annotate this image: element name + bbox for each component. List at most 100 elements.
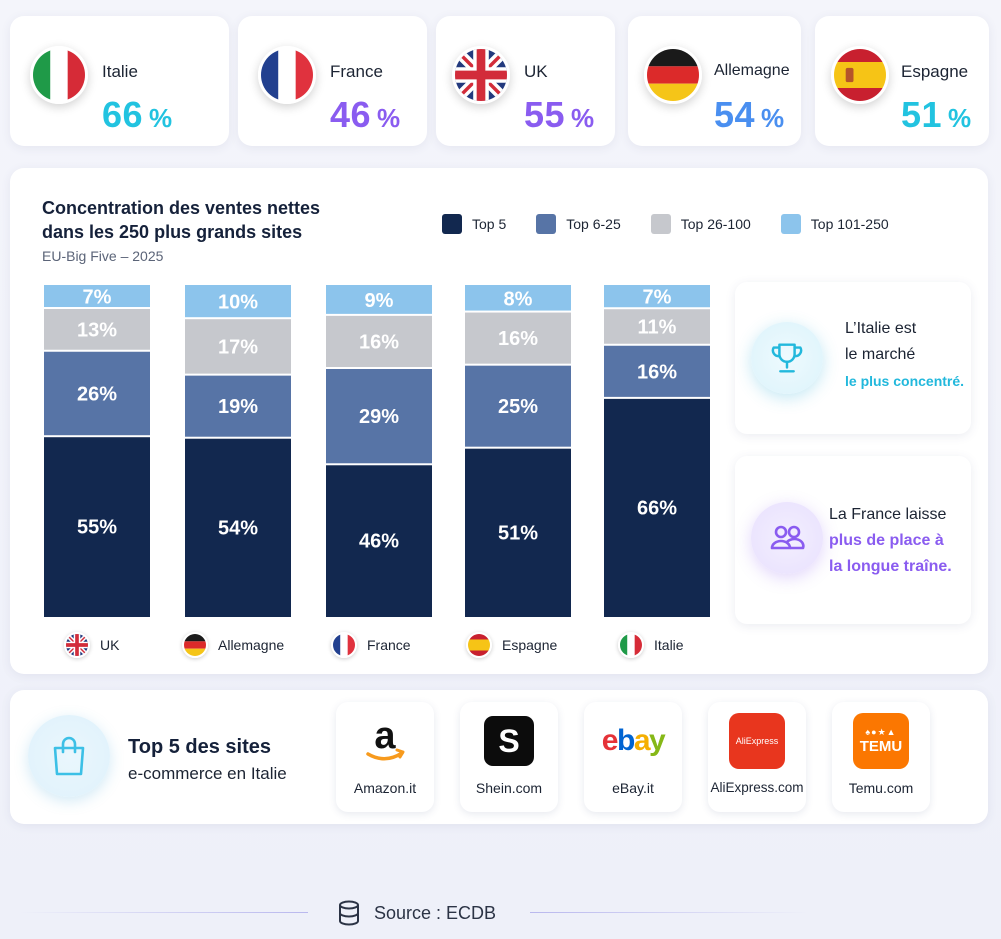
database-icon bbox=[339, 900, 359, 926]
bar-segment-separator bbox=[326, 313, 432, 316]
top-sites-subtitle: e-commerce en Italie bbox=[128, 764, 287, 783]
bar-segment-separator bbox=[465, 310, 571, 313]
legend-label: Top 6-25 bbox=[566, 216, 621, 232]
shopping-bag-icon bbox=[53, 736, 85, 776]
insight-text: La France laisse plus de place à la long… bbox=[829, 502, 952, 580]
bar-segment-separator bbox=[604, 307, 710, 310]
uk-flag-icon bbox=[64, 632, 90, 658]
site-card-shein[interactable]: S Shein.com bbox=[460, 702, 558, 812]
bar-value-label: 13% bbox=[77, 319, 117, 341]
insight-line: La France laisse bbox=[829, 506, 947, 523]
legend-swatch bbox=[650, 214, 671, 234]
legend-label: Top 5 bbox=[472, 216, 507, 232]
bar-segment-france-s0 bbox=[326, 464, 432, 617]
legend-swatch bbox=[536, 214, 557, 234]
footer-source-text: Source : ECDB bbox=[374, 902, 497, 923]
italy-flag-icon bbox=[618, 632, 644, 658]
top-sites-title: Top 5 des sites bbox=[128, 736, 272, 758]
bar-value-label: 10% bbox=[218, 292, 258, 314]
stat-percentage: 51% bbox=[901, 94, 972, 135]
x-axis-label-text: Italie bbox=[654, 637, 684, 653]
bar-segment-separator bbox=[185, 373, 291, 376]
site-card-temu[interactable]: ♠●★▲ TEMU Temu.com bbox=[832, 702, 930, 812]
site-name: eBay.it bbox=[612, 780, 654, 796]
bar-segment-separator bbox=[185, 317, 291, 320]
stat-card-italie: Italie 66% bbox=[10, 16, 229, 146]
site-card-ebay[interactable]: ebay eBay.it bbox=[584, 702, 682, 812]
bar-value-label: 9% bbox=[365, 290, 394, 312]
legend-label: Top 101-250 bbox=[810, 216, 889, 232]
bar-segment-italie-s0 bbox=[604, 397, 710, 617]
france-flag-icon bbox=[258, 46, 316, 104]
bar-segment-separator bbox=[326, 367, 432, 369]
bar-value-label: 25% bbox=[498, 396, 538, 418]
footer-divider-left bbox=[18, 912, 308, 913]
spain-flag-icon bbox=[466, 632, 492, 658]
bar-value-label: 26% bbox=[77, 383, 117, 405]
stat-percentage: 46% bbox=[330, 94, 401, 135]
legend-item-top5: Top 5 bbox=[442, 214, 506, 234]
temu-logo: ♠●★▲ TEMU bbox=[853, 713, 909, 769]
bar-segment-uk-s3 bbox=[44, 285, 150, 309]
insight-highlight: plus de place à bbox=[829, 532, 944, 549]
spain-flag-icon bbox=[831, 46, 889, 104]
trophy-icon bbox=[771, 343, 803, 373]
insight-text: L’Italie est le marché le plus concentré… bbox=[845, 316, 964, 394]
bar-segment-allemagne-s1 bbox=[185, 374, 291, 438]
bar-segment-france-s1 bbox=[326, 368, 432, 465]
shopping-bag-icon-wrap bbox=[28, 715, 110, 797]
x-axis-label-text: Espagne bbox=[502, 637, 558, 653]
legend-swatch bbox=[442, 214, 462, 234]
legend-item-top6-25: Top 6-25 bbox=[536, 214, 621, 234]
bar-segment-uk-s0 bbox=[44, 436, 150, 617]
top-sites-card: Top 5 des sites e-commerce en Italie a A… bbox=[10, 690, 988, 824]
bar-value-label: 7% bbox=[643, 287, 672, 309]
people-icon-wrap bbox=[751, 502, 823, 574]
stat-country-name: Allemagne bbox=[714, 62, 790, 79]
site-card-amazon[interactable]: a Amazon.it bbox=[336, 702, 434, 812]
germany-flag-icon bbox=[644, 46, 702, 104]
x-axis-label-france: France bbox=[331, 632, 411, 658]
chart-subtitle: EU-Big Five – 2025 bbox=[42, 248, 164, 264]
italy-flag-icon bbox=[30, 46, 88, 104]
bar-value-label: 7% bbox=[83, 287, 112, 309]
bar-segment-separator bbox=[465, 363, 571, 366]
legend-item-top26-100: Top 26-100 bbox=[650, 214, 751, 234]
x-axis-label-allemagne: Allemagne bbox=[182, 632, 284, 658]
bar-value-label: 11% bbox=[638, 317, 677, 339]
x-axis-label-espagne: Espagne bbox=[466, 632, 557, 658]
germany-flag-icon bbox=[182, 632, 208, 658]
temu-logo-badge: ♠●★▲ TEMU bbox=[853, 713, 909, 769]
bar-segment-separator bbox=[44, 435, 150, 438]
x-axis-label-uk: UK bbox=[64, 632, 119, 658]
legend-label: Top 26-100 bbox=[680, 216, 751, 232]
x-axis-label-text: France bbox=[367, 637, 411, 653]
people-icon bbox=[770, 525, 805, 550]
shein-logo-badge: S bbox=[484, 716, 534, 766]
aliexpress-logo-text: AliExpress bbox=[735, 736, 779, 746]
insight-line: le marché bbox=[845, 346, 916, 363]
bar-segment-separator bbox=[326, 463, 432, 466]
chart-title: Concentration des ventes nettes dans les… bbox=[42, 198, 321, 242]
site-card-aliexpress[interactable]: AliExpress AliExpress.com bbox=[708, 702, 806, 812]
bar-segment-separator bbox=[185, 436, 291, 439]
site-name: Amazon.it bbox=[353, 780, 417, 796]
ebay-logo-text: ebay bbox=[601, 724, 666, 757]
stat-country-name: Espagne bbox=[901, 62, 969, 81]
bar-value-label: 46% bbox=[359, 531, 399, 553]
legend-swatch bbox=[780, 214, 801, 234]
bar-value-label: 8% bbox=[504, 288, 533, 310]
svg-text:a: a bbox=[374, 716, 396, 757]
bar-segment-italie-s2 bbox=[604, 308, 710, 345]
site-name: Shein.com bbox=[475, 780, 543, 796]
insight-highlight: la longue traîne. bbox=[829, 558, 952, 575]
stat-country-name: UK bbox=[524, 62, 548, 81]
bar-segment-italie-s3 bbox=[604, 285, 710, 309]
bar-value-label: 16% bbox=[498, 328, 538, 350]
x-axis-label-text: UK bbox=[100, 637, 120, 653]
bar-segment-allemagne-s2 bbox=[185, 318, 291, 375]
site-name: Temu.com bbox=[848, 780, 914, 796]
amazon-logo: a bbox=[360, 716, 410, 766]
stat-card-uk: UK 55% bbox=[436, 16, 615, 146]
chart-card: Concentration des ventes nettes dans les… bbox=[10, 168, 988, 674]
